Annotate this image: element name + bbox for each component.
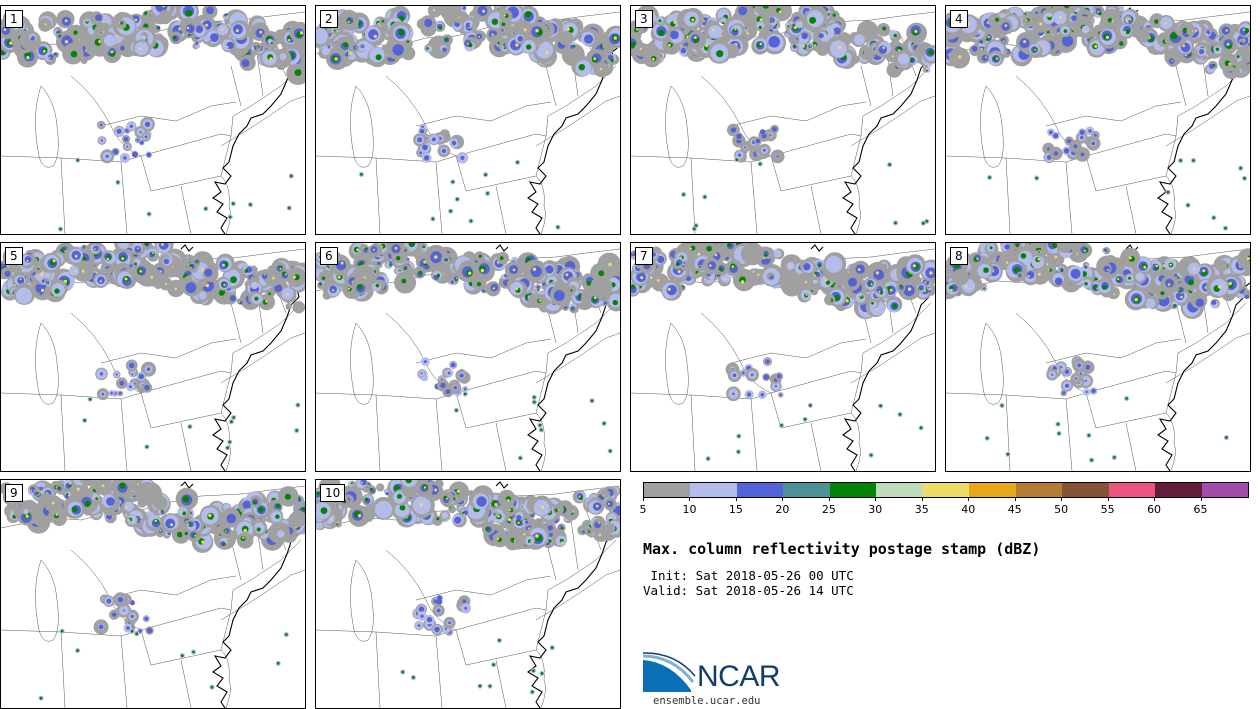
colorbar-segment [690, 483, 737, 497]
colorbar-segment [829, 483, 877, 497]
colorbar-tick-label: 40 [961, 503, 976, 516]
colorbar-segment [1155, 483, 1202, 497]
colorbar-tick-label: 20 [775, 503, 790, 516]
ncar-logo-icon [643, 652, 696, 692]
member-panel-2: 2 [315, 5, 621, 235]
colorbar-tick-label: 55 [1100, 503, 1115, 516]
member-panel-1: 1 [0, 5, 306, 235]
member-panel-5: 5 [0, 242, 306, 472]
member-number-label: 8 [950, 247, 968, 265]
reflectivity-map [316, 6, 620, 234]
colorbar-tick-label: 35 [914, 503, 929, 516]
colorbar-segment [922, 483, 970, 497]
colorbar-tick-label: 65 [1193, 503, 1208, 516]
init-time: Init: Sat 2018-05-26 00 UTC [643, 568, 854, 583]
colorbar-tick [689, 497, 691, 501]
ncar-logo-text: NCAR [697, 660, 781, 693]
member-number-label: 10 [320, 484, 346, 502]
colorbar-tick-label: 45 [1007, 503, 1022, 516]
member-number-label: 3 [635, 10, 653, 28]
colorbar-tick [875, 497, 877, 501]
reflectivity-map [1, 6, 305, 234]
colorbar-tick-label: 10 [682, 503, 697, 516]
member-panel-9: 9 [0, 479, 306, 709]
colorbar-segment [969, 483, 1016, 497]
colorbar-tick [1154, 497, 1156, 501]
colorbar-tick [1014, 497, 1016, 501]
member-panel-6: 6 [315, 242, 621, 472]
member-panel-7: 7 [630, 242, 936, 472]
colorbar-tick-label: 5 [639, 503, 647, 516]
colorbar-segment [876, 483, 923, 497]
reflectivity-map [1, 480, 305, 708]
member-number-label: 9 [5, 484, 23, 502]
colorbar-tick-label: 25 [821, 503, 836, 516]
valid-time: Valid: Sat 2018-05-26 14 UTC [643, 583, 854, 598]
colorbar-segment [783, 483, 830, 497]
colorbar-tick [735, 497, 737, 501]
colorbar-tick [921, 497, 923, 501]
ensemble-url: ensemble.ucar.edu [653, 695, 761, 707]
reflectivity-colorbar [643, 482, 1249, 498]
member-number-label: 1 [5, 10, 23, 28]
member-number-label: 5 [5, 247, 23, 265]
colorbar-segment [1108, 483, 1156, 497]
reflectivity-map [631, 6, 935, 234]
reflectivity-map [631, 243, 935, 471]
reflectivity-map [1, 243, 305, 471]
member-number-label: 2 [320, 10, 338, 28]
member-number-label: 4 [950, 10, 968, 28]
colorbar-segment [1201, 483, 1249, 497]
reflectivity-map [946, 243, 1250, 471]
colorbar-tick [1107, 497, 1109, 501]
colorbar-segment [1062, 483, 1109, 497]
reflectivity-map [316, 480, 620, 708]
colorbar-segment [644, 483, 691, 497]
colorbar-tick [782, 497, 784, 501]
member-panel-3: 3 [630, 5, 936, 235]
reflectivity-map [316, 243, 620, 471]
member-panel-10: 10 [315, 479, 621, 709]
plot-title: Max. column reflectivity postage stamp (… [643, 540, 1041, 558]
colorbar-tick-label: 30 [868, 503, 883, 516]
colorbar-tick [1200, 497, 1202, 501]
member-panel-4: 4 [945, 5, 1251, 235]
member-number-label: 6 [320, 247, 338, 265]
colorbar-tick-labels: 5 10 15 20 25 30 35 40 45 50 55 60 65 [639, 497, 1247, 517]
colorbar-segment [736, 483, 784, 497]
colorbar-tick-label: 60 [1147, 503, 1162, 516]
colorbar-segment [1015, 483, 1063, 497]
colorbar-tick [968, 497, 970, 501]
reflectivity-map [946, 6, 1250, 234]
colorbar-tick [643, 497, 644, 501]
colorbar-tick [828, 497, 830, 501]
colorbar-tick-label: 15 [728, 503, 743, 516]
member-panel-8: 8 [945, 242, 1251, 472]
member-number-label: 7 [635, 247, 653, 265]
colorbar-tick [1061, 497, 1063, 501]
colorbar-tick-label: 50 [1054, 503, 1069, 516]
